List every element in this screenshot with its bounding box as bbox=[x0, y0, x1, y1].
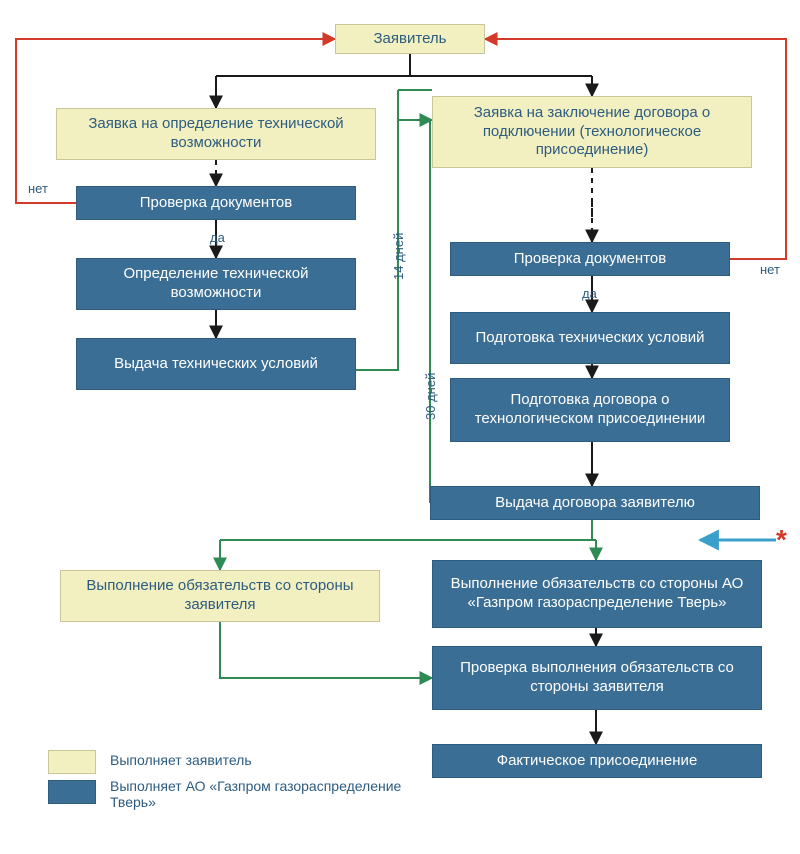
node-n_check_right: Проверка документов bbox=[450, 242, 730, 276]
node-label: Заявка на определение технической возмож… bbox=[65, 115, 367, 153]
node-label: Заявка на заключение договора о подключе… bbox=[441, 104, 743, 160]
node-label: Подготовка технических условий bbox=[475, 329, 704, 348]
node-label: Проверка документов bbox=[514, 250, 666, 269]
node-n_check_left: Проверка документов bbox=[76, 186, 356, 220]
node-n_prep_tu: Подготовка технических условий bbox=[450, 312, 730, 364]
node-label: Выдача технических условий bbox=[114, 355, 318, 374]
node-n_applicant: Заявитель bbox=[335, 24, 485, 54]
legend-swatch-1 bbox=[48, 780, 96, 804]
node-label: Выполнение обязательств со стороны АО «Г… bbox=[441, 575, 753, 613]
flowchart-canvas: Заявитель Заявка на определение техническ… bbox=[0, 0, 800, 854]
label-lbl_yes_left: да bbox=[210, 230, 225, 245]
node-label: Заявитель bbox=[374, 30, 447, 49]
node-label: Фактическое присоединение bbox=[497, 752, 698, 771]
vlabel-vlbl_14: 14 дней bbox=[391, 233, 406, 280]
edge-e_green_app_to_check bbox=[220, 622, 432, 678]
asterisk-icon: * bbox=[776, 524, 787, 556]
node-n_issue_tu: Выдача технических условий bbox=[76, 338, 356, 390]
node-n_app_conn: Заявка на заключение договора о подключе… bbox=[432, 96, 752, 168]
node-n_actual: Фактическое присоединение bbox=[432, 744, 762, 778]
node-n_issue_contract: Выдача договора заявителю bbox=[430, 486, 760, 520]
node-label: Проверка документов bbox=[140, 194, 292, 213]
label-lbl_no_left: нет bbox=[28, 181, 48, 196]
edge-e_green_30 bbox=[430, 120, 445, 503]
node-label: Проверка выполнения обязательств со стор… bbox=[441, 659, 753, 697]
node-n_def_poss: Определение технической возможности bbox=[76, 258, 356, 310]
node-label: Выдача договора заявителю bbox=[495, 494, 695, 513]
legend-label-0: Выполняет заявитель bbox=[110, 752, 252, 768]
node-label: Подготовка договора о технологическом пр… bbox=[459, 391, 721, 429]
label-lbl_no_right: нет bbox=[760, 262, 780, 277]
node-n_oblig_app: Выполнение обязательств со стороны заяви… bbox=[60, 570, 380, 622]
node-label: Выполнение обязательств со стороны заяви… bbox=[69, 577, 371, 615]
node-n_oblig_gazprom: Выполнение обязательств со стороны АО «Г… bbox=[432, 560, 762, 628]
legend-swatch-0 bbox=[48, 750, 96, 774]
node-label: Определение технической возможности bbox=[85, 265, 347, 303]
node-n_prep_contract: Подготовка договора о технологическом пр… bbox=[450, 378, 730, 442]
node-n_app_tech: Заявка на определение технической возмож… bbox=[56, 108, 376, 160]
node-n_check_oblig: Проверка выполнения обязательств со стор… bbox=[432, 646, 762, 710]
vlabel-vlbl_30: 30 дней bbox=[423, 373, 438, 420]
label-lbl_yes_right: да bbox=[582, 286, 597, 301]
legend-label-1: Выполняет АО «Газпром газораспределение … bbox=[110, 778, 410, 810]
